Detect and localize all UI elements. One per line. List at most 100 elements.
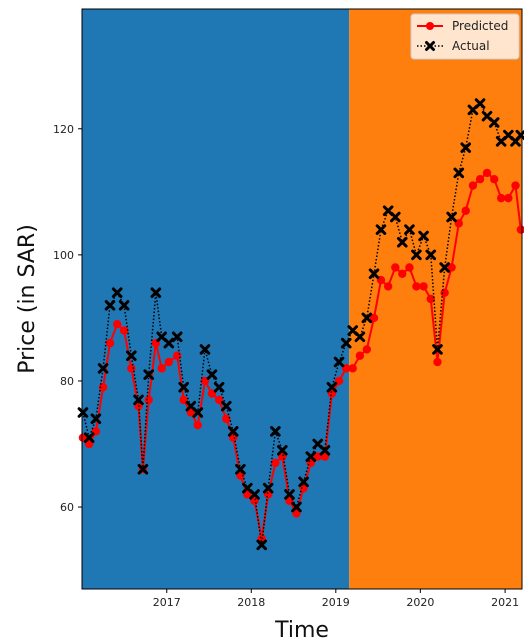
actual-point xyxy=(340,337,352,349)
predicted-point xyxy=(433,357,442,367)
predicted-point xyxy=(383,282,393,291)
actual-point xyxy=(178,381,189,393)
x-tick-label: 2017 xyxy=(153,596,181,609)
legend: Predicted Actual xyxy=(410,13,520,60)
y-axis-title: Price (in SAR) xyxy=(15,224,40,374)
predicted-point xyxy=(222,414,231,423)
predicted-point xyxy=(127,364,136,373)
predicted-point xyxy=(419,282,428,291)
predicted-point xyxy=(172,351,182,360)
predicted-point xyxy=(398,269,407,278)
actual-point xyxy=(425,249,437,261)
actual-point xyxy=(432,344,443,355)
background-region-1 xyxy=(82,9,350,589)
actual-point xyxy=(199,344,211,355)
legend-actual-marker xyxy=(425,41,435,51)
predicted-point xyxy=(490,175,499,184)
x-axis: 2017 2018 2019 2020 2021 xyxy=(153,589,519,609)
actual-point xyxy=(143,369,154,380)
y-tick-label: 100 xyxy=(53,249,74,262)
predicted-point xyxy=(504,193,513,203)
actual-point xyxy=(291,501,302,513)
actual-point xyxy=(262,482,274,494)
y-axis: 60 80 100 120 xyxy=(53,123,82,514)
actual-line xyxy=(82,102,522,546)
predicted-point xyxy=(193,420,202,430)
predicted-point xyxy=(426,294,435,304)
predicted-point xyxy=(496,193,506,203)
actual-point xyxy=(361,312,373,324)
actual-point xyxy=(192,407,204,418)
x-tick-label: 2020 xyxy=(406,596,434,609)
actual-point xyxy=(319,445,331,456)
actual-point xyxy=(375,224,387,235)
series-layer xyxy=(77,98,524,551)
actual-point xyxy=(411,249,422,261)
actual-point xyxy=(249,489,260,500)
legend-predicted-marker xyxy=(426,22,434,30)
predicted-point xyxy=(362,345,372,354)
actual-point xyxy=(171,331,183,343)
actual-point xyxy=(284,489,295,500)
actual-point xyxy=(298,476,309,488)
predicted-point xyxy=(440,288,449,297)
y-tick-label: 60 xyxy=(60,501,74,514)
actual-point xyxy=(396,236,408,248)
predicted-point xyxy=(405,263,414,272)
actual-point xyxy=(220,400,232,412)
actual-point xyxy=(446,211,457,223)
actual-point xyxy=(354,331,366,343)
background-regions xyxy=(82,9,522,589)
legend-predicted-label: Predicted xyxy=(452,19,508,33)
background-region-2 xyxy=(349,9,522,589)
actual-point xyxy=(305,451,317,462)
actual-point xyxy=(163,337,175,349)
plot-frame xyxy=(81,8,523,590)
predicted-point xyxy=(461,206,470,215)
predicted-point xyxy=(369,313,379,323)
actual-point xyxy=(270,426,281,437)
predicted-point xyxy=(144,395,153,405)
predicted-point xyxy=(348,364,357,373)
actual-point xyxy=(256,539,268,551)
actual-point xyxy=(118,300,130,311)
actual-point xyxy=(227,426,239,437)
actual-point xyxy=(515,129,524,141)
actual-point xyxy=(77,407,89,418)
predicted-point xyxy=(412,282,421,291)
y-tick-label: 80 xyxy=(60,375,74,388)
actual-point xyxy=(460,142,472,153)
predicted-point xyxy=(113,320,122,329)
predicted-point xyxy=(157,364,166,373)
actual-point xyxy=(326,381,338,393)
actual-point xyxy=(137,463,149,475)
actual-point xyxy=(111,287,123,298)
actual-point xyxy=(83,432,95,443)
actual-point xyxy=(333,356,345,368)
x-axis-title: Time xyxy=(274,618,329,643)
predicted-point xyxy=(119,326,129,335)
actual-point xyxy=(150,287,162,298)
predicted-point xyxy=(164,357,174,367)
predicted-point xyxy=(98,383,108,392)
actual-point xyxy=(418,230,429,242)
actual-point xyxy=(235,463,246,475)
x-tick-label: 2019 xyxy=(322,596,350,609)
predicted-point xyxy=(468,181,478,190)
legend-actual-label: Actual xyxy=(452,39,490,53)
actual-point xyxy=(368,268,380,280)
predicted-point xyxy=(447,263,456,272)
actual-point xyxy=(488,117,500,128)
series-actual xyxy=(77,98,524,551)
predicted-point xyxy=(271,458,280,468)
actual-point xyxy=(133,394,144,406)
actual-point xyxy=(277,445,288,456)
actual-point xyxy=(97,363,109,374)
actual-point xyxy=(474,98,486,109)
predicted-point xyxy=(511,181,520,190)
predicted-point xyxy=(482,168,492,178)
predicted-point xyxy=(355,351,365,360)
actual-point xyxy=(206,369,218,380)
y-tick-label: 120 xyxy=(53,123,74,136)
